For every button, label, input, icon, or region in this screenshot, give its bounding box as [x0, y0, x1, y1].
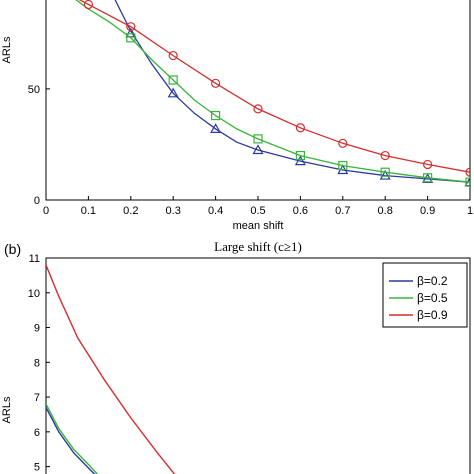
data-point-circle: [211, 78, 221, 88]
x-tick-label: 0.9: [420, 205, 435, 217]
data-point-triangle: [379, 169, 391, 180]
bottom-y-ticks: 5 6 7 8 9 10 11: [28, 253, 50, 474]
series-line-0: [114, 0, 470, 183]
series-line-2: [78, 0, 470, 173]
legend-entry-beta-0.2: β=0.2: [389, 274, 448, 288]
data-point-square: [211, 110, 221, 121]
bottom-plot-frame: [45, 257, 471, 474]
x-tick-label: 0: [43, 205, 49, 217]
data-point-square: [338, 160, 348, 171]
data-point-circle: [338, 138, 348, 148]
legend-label: β=0.9: [417, 308, 448, 322]
data-point-triangle: [125, 27, 137, 38]
bottom-panel-label: (b): [4, 241, 21, 257]
data-point-square: [465, 177, 470, 187]
data-point-square: [253, 134, 263, 144]
top-x-ticks: 0 0.1 0.2 0.3 0.4 0.5 0.6 0.7 0.8 0.9 1: [43, 196, 473, 217]
data-point-triangle: [252, 144, 264, 155]
legend: β=0.2 β=0.5 β=0.9: [382, 262, 468, 328]
y-tick-label: 8: [34, 357, 40, 369]
data-point-triangle: [167, 87, 179, 98]
legend-box: [382, 262, 468, 328]
x-tick-label: 0.7: [335, 205, 350, 217]
legend-entry-beta-0.9: β=0.9: [389, 308, 448, 322]
y-tick-label: 50: [28, 84, 40, 96]
data-point-square: [295, 150, 305, 161]
legend-label: β=0.2: [417, 274, 448, 288]
y-tick-label: 10: [28, 288, 40, 300]
y-tick-label: 6: [34, 427, 40, 439]
x-tick-label: 0.8: [378, 205, 393, 217]
top-x-axis-label: mean shift: [233, 220, 284, 232]
series-line-1: [75, 0, 470, 183]
data-point-circle: [295, 123, 305, 133]
data-point-circle: [253, 104, 263, 114]
y-tick-label: 7: [34, 392, 40, 404]
data-point-circle: [126, 22, 136, 32]
data-point-triangle: [294, 155, 306, 166]
series-line-1: [46, 403, 99, 474]
data-point-square: [126, 33, 136, 43]
legend-entry-beta-0.5: β=0.5: [389, 291, 448, 305]
top-chart: 0 0.1 0.2 0.3 0.4 0.5 0.6 0.7 0.8 0.9 1 0 50 mean s…: [1, 0, 473, 232]
top-y-ticks: 0 50: [28, 84, 50, 207]
x-tick-label: 1: [467, 205, 473, 217]
bottom-chart-title: Large shift (c≥1): [214, 239, 302, 254]
y-tick-label: 9: [34, 323, 40, 335]
series-line-2: [46, 264, 176, 474]
legend-label: β=0.5: [417, 291, 448, 305]
series-line-0: [46, 407, 96, 474]
top-plot-frame: [45, 0, 471, 201]
x-tick-label: 0.1: [81, 205, 96, 217]
data-point-triangle: [210, 123, 222, 133]
data-point-circle: [83, 0, 93, 10]
x-tick-label: 0.2: [123, 205, 138, 217]
x-tick-label: 0.6: [293, 205, 308, 217]
y-tick-label: 0: [34, 195, 40, 207]
y-tick-label: 11: [29, 253, 40, 265]
x-tick-label: 0.5: [250, 205, 265, 217]
x-tick-label: 0.3: [166, 205, 181, 217]
data-point-circle: [168, 50, 178, 61]
top-series-group: [75, 0, 470, 187]
bottom-chart: (b) Large shift (c≥1) 5 6 7 8 9 10 11 ARLs β=0…: [1, 239, 471, 474]
data-point-circle: [465, 167, 470, 177]
data-point-square: [380, 167, 390, 177]
bottom-y-axis-label: ARLs: [1, 396, 13, 423]
bottom-series-group: [46, 264, 176, 474]
y-tick-label: 5: [34, 462, 40, 474]
top-y-axis-label: ARLs: [1, 36, 13, 63]
x-tick-label: 0.4: [208, 205, 223, 217]
data-point-square: [168, 75, 178, 85]
data-point-circle: [423, 159, 433, 170]
data-point-circle: [380, 150, 390, 161]
data-point-square: [423, 173, 433, 183]
